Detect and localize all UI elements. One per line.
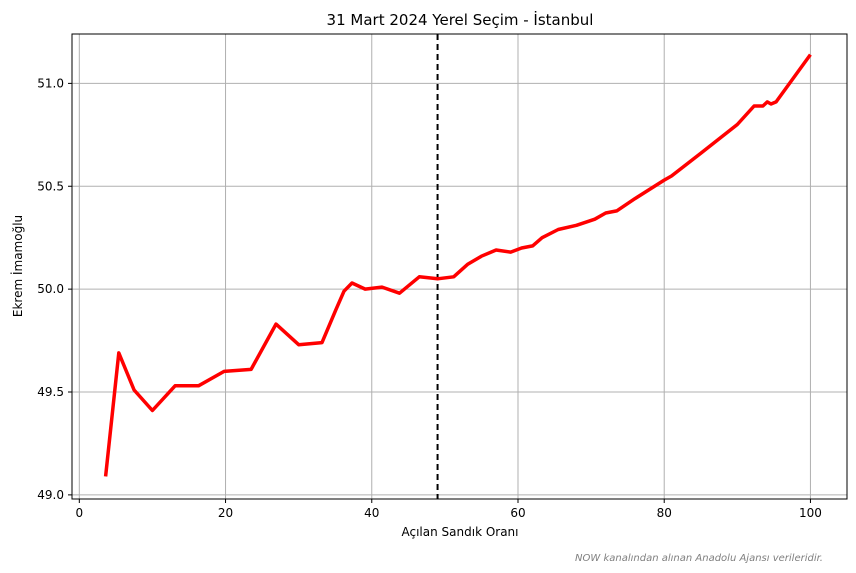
- y-tick-label: 51.0: [37, 76, 64, 90]
- series-layer: [103, 53, 812, 477]
- x-tick-label: 80: [657, 506, 672, 520]
- x-tick-label: 20: [218, 506, 233, 520]
- x-tick-label: 40: [364, 506, 379, 520]
- chart-title: 31 Mart 2024 Yerel Seçim - İstanbul: [327, 10, 594, 29]
- series-line-0: [103, 53, 812, 477]
- grid: [72, 34, 847, 499]
- x-tick-label: 100: [799, 506, 822, 520]
- y-tick-label: 49.0: [37, 488, 64, 502]
- y-tick-label: 49.5: [37, 385, 64, 399]
- x-tick-label: 0: [75, 506, 83, 520]
- y-tick-label: 50.0: [37, 282, 64, 296]
- x-axis: 0 20 40 60 80 100: [75, 499, 822, 520]
- y-axis-label: Ekrem İmamoğlu: [10, 215, 25, 317]
- source-caption: NOW kanalından alınan Anadolu Ajansı ver…: [575, 553, 823, 564]
- x-axis-label: Açılan Sandık Oranı: [402, 525, 519, 539]
- plot-area-frame: [71, 33, 848, 500]
- y-axis: 49.0 49.5 50.0 50.5 51.0: [37, 76, 72, 502]
- y-tick-label: 50.5: [37, 179, 64, 193]
- x-tick-label: 60: [510, 506, 525, 520]
